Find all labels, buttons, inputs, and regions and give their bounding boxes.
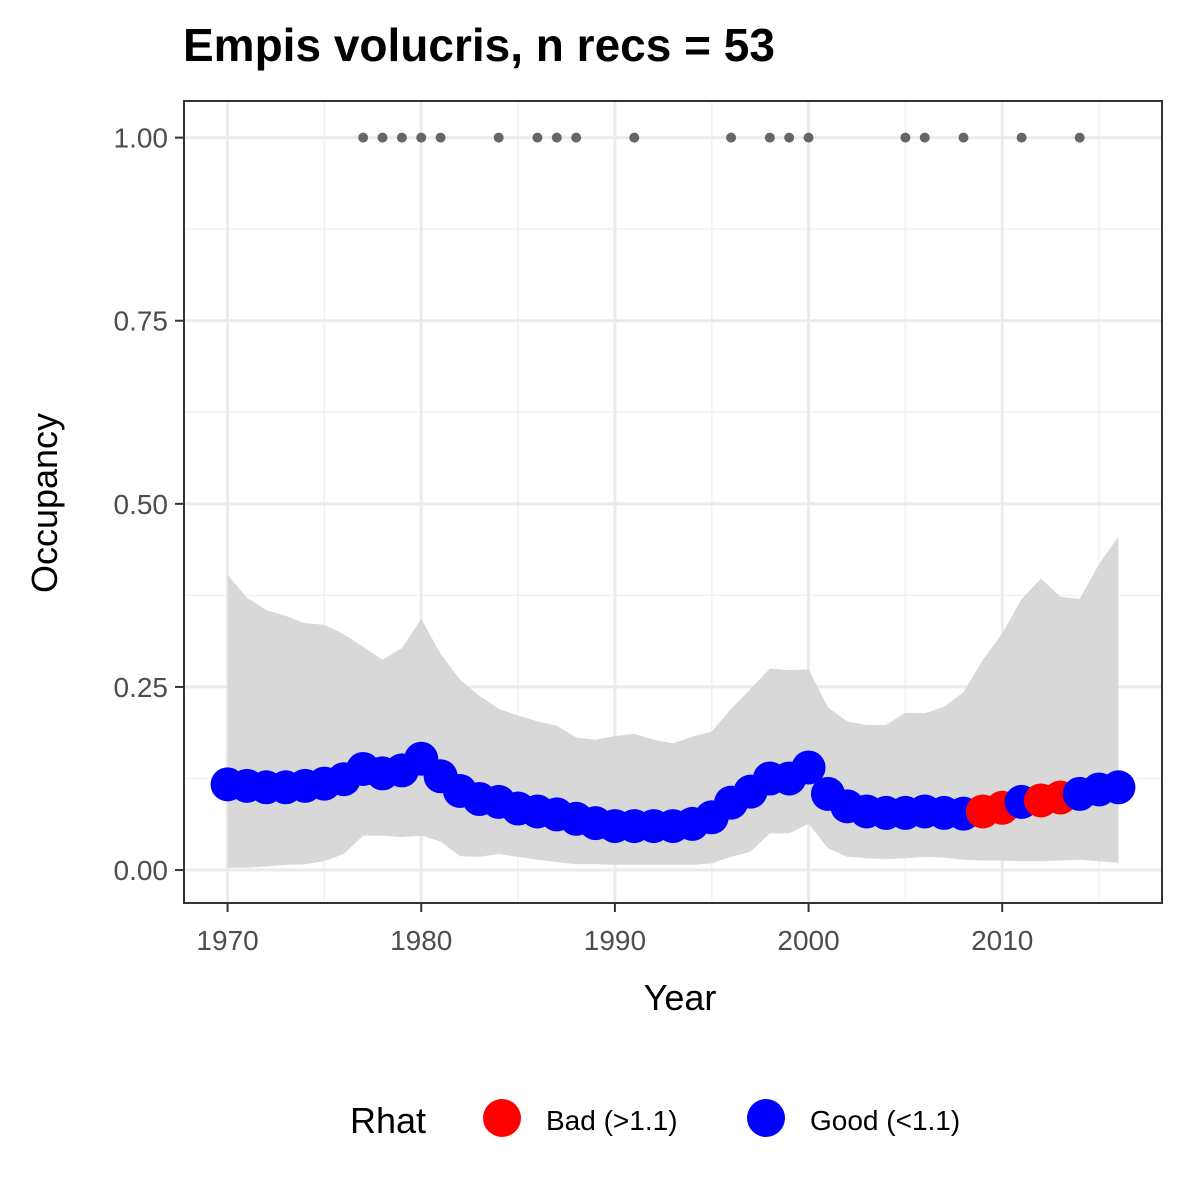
legend-title: Rhat [350, 1100, 426, 1141]
legend-key-good [747, 1099, 785, 1137]
record-point [726, 132, 737, 143]
record-point [784, 132, 795, 143]
record-point [377, 132, 388, 143]
record-point [1016, 132, 1027, 143]
record-point [435, 132, 446, 143]
record-point [493, 132, 504, 143]
legend-label-bad: Bad (>1.1) [546, 1105, 678, 1136]
panel-border [183, 100, 1163, 904]
record-point [532, 132, 543, 143]
axes-layer: 1970 1980 1990 2000 2010 0.00 0.25 0.50 0.75 1.00 [114, 123, 1034, 956]
record-point [571, 132, 582, 143]
legend: Rhat Bad (>1.1) Good (<1.1) [350, 1099, 960, 1141]
x-axis-title: Year [644, 977, 717, 1018]
record-point [396, 132, 407, 143]
legend-key-bad [483, 1099, 521, 1137]
record-point [358, 132, 369, 143]
y-tick-label: 1.00 [114, 123, 169, 154]
x-tick-label: 1970 [196, 925, 258, 956]
y-tick-label: 0.75 [114, 306, 169, 337]
record-point [764, 132, 775, 143]
legend-label-good: Good (<1.1) [810, 1105, 960, 1136]
record-point [958, 132, 969, 143]
x-tick-label: 2010 [971, 925, 1033, 956]
y-axis-title: Occupancy [24, 413, 65, 593]
y-tick-label: 0.25 [114, 672, 169, 703]
y-tick-label: 0.00 [114, 855, 169, 886]
records-layer [358, 132, 1085, 143]
y-tick-label: 0.50 [114, 489, 169, 520]
record-point [551, 132, 562, 143]
occupancy-point [1101, 770, 1136, 805]
record-point [416, 132, 427, 143]
record-point [629, 132, 640, 143]
chart-title: Empis volucris, n recs = 53 [183, 19, 775, 71]
occupancy-point [791, 750, 826, 785]
x-tick-label: 1990 [584, 925, 646, 956]
record-point [919, 132, 930, 143]
record-point [803, 132, 814, 143]
x-tick-label: 1980 [390, 925, 452, 956]
record-point [900, 132, 911, 143]
x-tick-label: 2000 [777, 925, 839, 956]
record-point [1074, 132, 1085, 143]
points-layer [210, 741, 1136, 844]
